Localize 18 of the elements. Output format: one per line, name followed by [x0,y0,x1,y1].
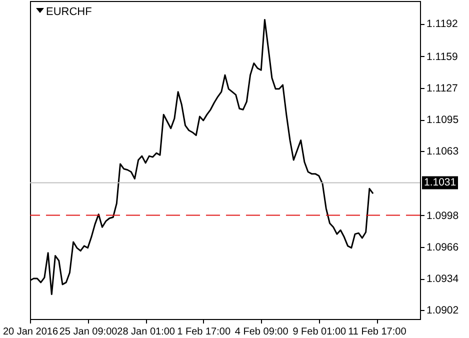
y-tick-label: 1.0934 [426,273,459,286]
y-tick-label: 1.1127 [426,82,458,94]
y-tick-label: 1.1095 [426,114,459,126]
chart-title: EURCHF [46,6,92,18]
x-tick-label: 20 Jan 2016 [2,326,58,338]
x-tick-label: 28 Jan 01:00 [117,326,176,338]
y-tick-label: 1.0902 [426,304,459,317]
y-tick-label: 1.0998 [426,210,459,222]
y-tick-label: 1.0966 [426,241,459,254]
y-tick-label: 1.1063 [426,146,459,158]
x-tick-label: 1 Feb 17:00 [177,326,231,338]
y-tick-label: 1.1192 [426,18,458,30]
x-tick-label: 4 Feb 09:00 [234,326,289,338]
x-tick-label: 25 Jan 09:00 [59,326,118,338]
x-tick-label: 11 Feb 17:00 [348,326,407,338]
ref-line-label: 1.1031 [424,176,456,189]
x-tick-label: 9 Feb 01:00 [292,326,347,338]
y-tick-label: 1.1159 [426,50,458,63]
